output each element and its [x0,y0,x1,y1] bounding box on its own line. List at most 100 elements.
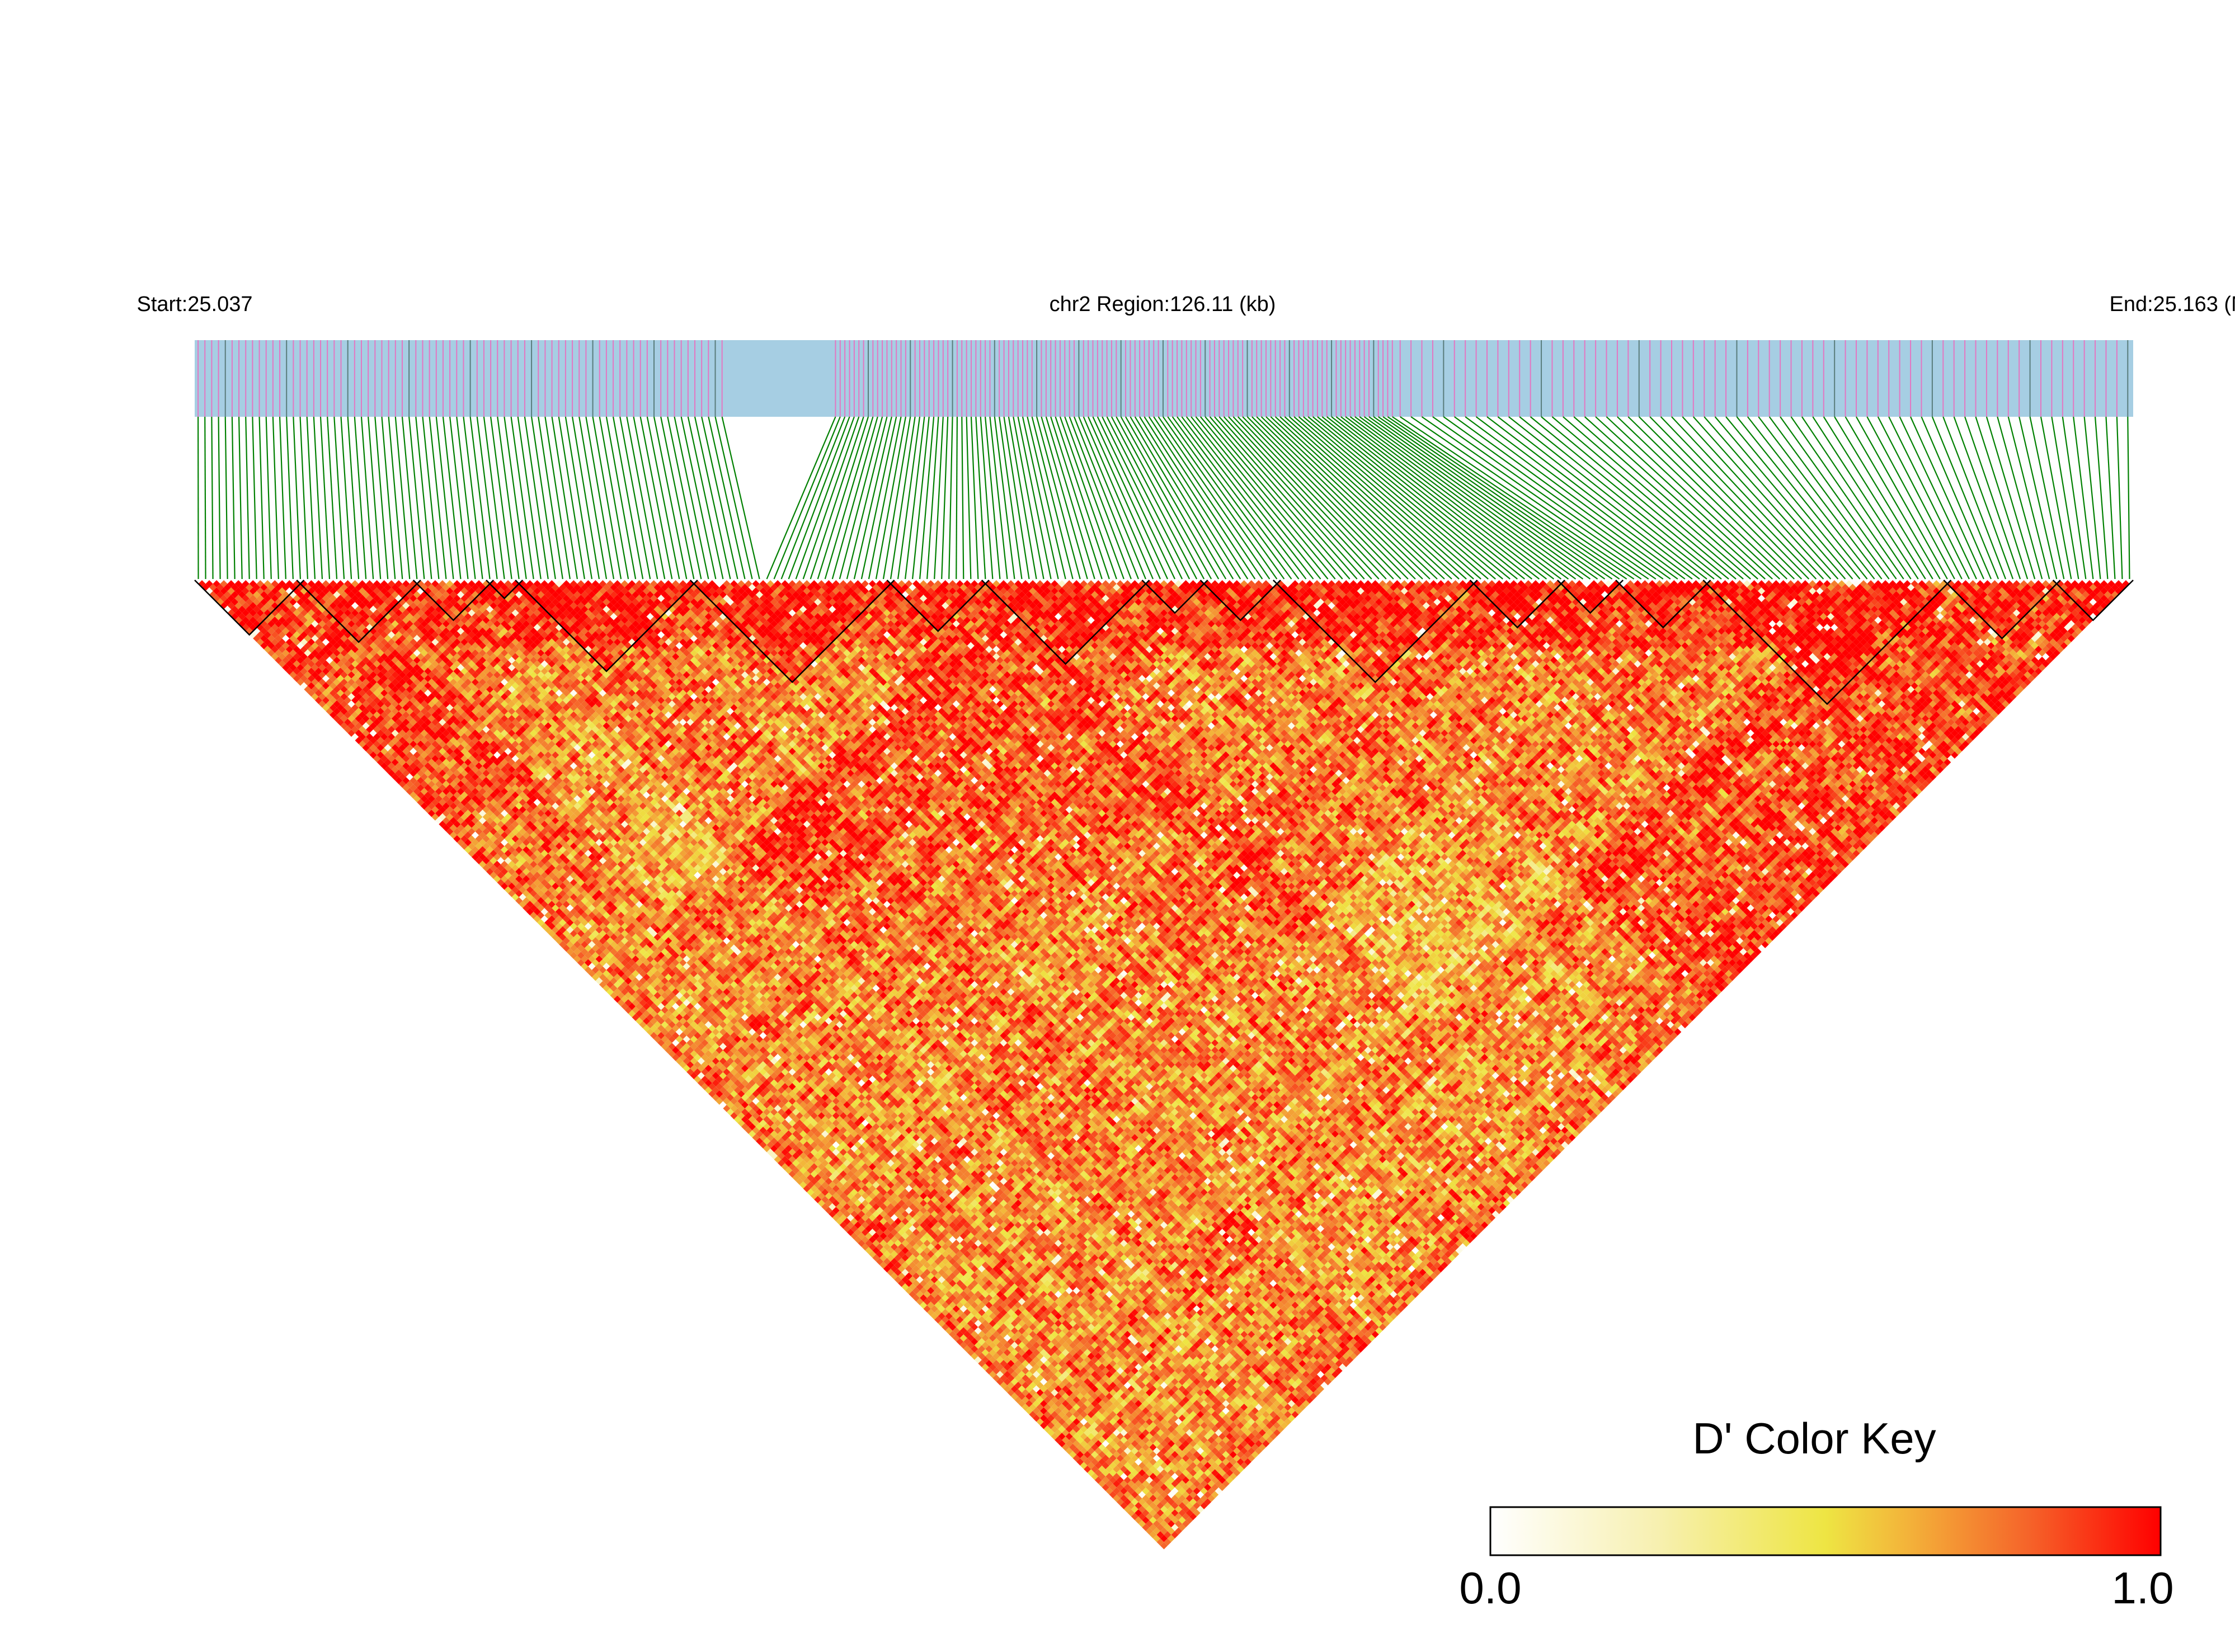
region-label: chr2 Region:126.11 (kb) [1050,293,1276,316]
snp-connector-line [708,416,746,580]
ld-cell [453,835,461,843]
ld-cell [410,791,417,799]
snp-position-track [195,340,2133,417]
ld-cell [264,638,271,646]
ld-cell [978,1359,986,1367]
ld-cell [733,1116,741,1123]
snp-connector-line [904,416,925,580]
snp-connector-line [1747,416,1875,580]
snp-connector-line [1573,416,1758,580]
ld-cell [435,817,443,825]
snp-connector-line [306,416,316,580]
snp-connector-line [1120,416,1212,580]
ld-cell [282,656,290,664]
ld-cell [486,868,494,876]
snp-connector-line [626,416,658,580]
snp-connector-line [875,416,906,580]
snp-connector-line [2018,416,2058,580]
snp-connector-line [1209,416,1351,580]
ld-cell [803,1185,811,1193]
snp-connector-line [1475,416,1693,580]
ld-cell [632,1014,639,1022]
snp-connector-line [966,416,972,580]
snp-connector-line [780,416,846,580]
snp-connector-line [293,416,301,580]
snp-connector-line [1345,416,1562,580]
ld-cell [479,860,487,868]
ld-cell [1029,1411,1037,1419]
ld-cell [340,714,348,723]
ld-cell [253,627,261,635]
snp-connector-line [1693,416,1839,580]
snp-connector-line [476,416,498,580]
snp-connector-line [1074,416,1139,580]
snp-connector-line [1888,416,1970,580]
snp-connector-line [599,416,629,580]
ld-cell [209,591,217,599]
ld-cell [548,923,556,930]
snp-connector-line [994,416,1015,580]
ld-cell [333,707,341,715]
snp-connector-line [639,416,673,580]
snp-connector-line [1812,416,1919,580]
snp-connector-line [714,416,753,580]
ld-cell [683,1065,690,1072]
snp-connector-line [258,416,265,580]
snp-connector-line [795,416,855,580]
ld-cell [264,646,271,653]
ld-cell [891,1272,898,1280]
snp-connector-line [824,416,874,580]
ld-cell [770,1152,778,1160]
snp-connector-line [544,416,571,580]
snp-connector-line [860,416,897,580]
snp-connector-line [1349,416,1569,580]
snp-connector-line [687,416,724,580]
snp-connector-line [1985,416,2036,580]
ld-cell [785,1166,793,1174]
snp-connector-line [497,416,520,580]
ld-cell [256,631,264,639]
snp-connector-line [999,416,1023,580]
snp-connector-line [238,416,243,580]
snp-connector-line [1340,416,1555,580]
ld-cell [460,842,468,850]
snp-connector-line [975,416,986,580]
snp-connector-line [1363,416,1591,580]
ld-cell [402,776,410,784]
snp-connector-line [1682,416,1832,580]
snp-connector-line [1736,416,1868,580]
ld-cell [366,747,374,755]
snp-connector-line [333,416,345,580]
ld-cell [1142,1523,1150,1531]
ld-cell [460,835,468,843]
snp-connector-line [1022,416,1059,580]
snp-connector-line [1321,416,1525,580]
snp-connector-line [429,416,447,580]
ld-cell [803,1178,811,1185]
ld-cell [566,940,574,948]
snp-connector-line [831,416,878,580]
ld-cell [785,1159,793,1167]
snp-connector-line [517,416,542,580]
ld-cell [427,809,435,817]
snp-connector-line [1088,416,1161,580]
snp-connector-line [605,416,637,580]
snp-connector-line [1486,416,1700,580]
snp-connector-line [1866,416,1955,580]
snp-connector-line [1223,416,1372,580]
snp-connector-line [694,416,731,580]
snp-connector-line [1246,416,1409,580]
snp-connector-line [456,416,476,580]
snp-connector-line [327,416,338,580]
snp-connector-line [882,416,911,580]
snp-connector-line [1942,416,2007,580]
snp-connector-line [1400,416,1642,580]
snp-connector-line [1148,416,1256,580]
snp-connector-line [1845,416,1941,580]
snp-connector-line [612,416,644,580]
ld-cell [446,820,454,828]
snp-connector-line [1931,416,1999,580]
snp-connector-line [839,416,883,580]
ld-cell [402,784,410,792]
ld-cell [523,897,530,905]
